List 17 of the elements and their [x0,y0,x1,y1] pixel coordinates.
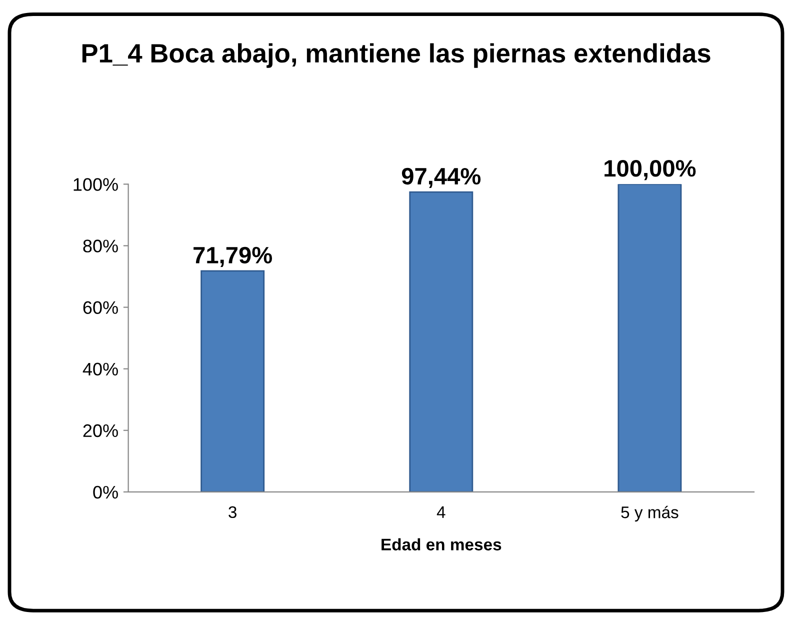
y-tick-label: 40% [82,362,118,376]
data-label: 71,79% [194,246,272,267]
y-tick-label: 80% [83,240,118,252]
bar [200,270,265,492]
data-label: 100,00% [604,160,696,180]
x-tick-label: 5 y más [621,506,678,522]
x-tick-label: 4 [436,506,446,518]
y-tick-label: 60% [83,301,118,314]
y-tick-label: 0% [93,486,118,499]
data-label: 97,44% [402,168,481,188]
bar [618,184,682,492]
y-tick-label: 20% [83,424,118,438]
x-axis-title: Edad en meses [382,538,502,550]
bar [409,191,474,492]
chart-title: P1_4 Boca abajo, mantiene las piernas extendidas [82,43,710,68]
x-tick-label: 3 [228,506,236,518]
y-tick-label: 100% [74,178,118,191]
